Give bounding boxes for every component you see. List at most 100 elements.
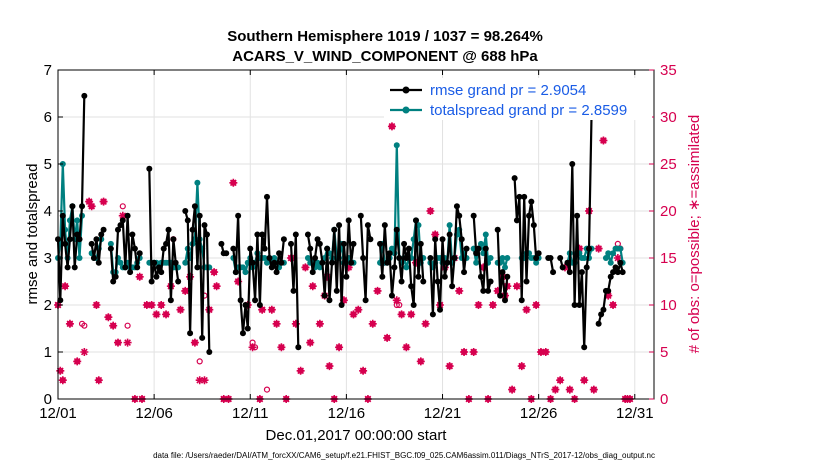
obs-assimilated-marker — [594, 244, 603, 253]
rmse-point — [444, 259, 451, 266]
rmse-point — [386, 250, 393, 257]
rmse-point — [163, 240, 170, 247]
spread-point — [388, 245, 395, 252]
rmse-point — [388, 292, 395, 299]
rmse-point — [569, 161, 576, 167]
obs-assimilated-marker — [508, 385, 517, 394]
rmse-point — [429, 311, 436, 318]
spread-point — [74, 217, 81, 224]
obs-assimilated-marker — [455, 286, 464, 295]
x-tick-label: 12/16 — [328, 405, 366, 422]
spread-point — [316, 264, 323, 271]
x-tick-label: 12/31 — [616, 405, 654, 422]
spread-point — [239, 264, 246, 271]
rmse-point — [559, 264, 566, 271]
rmse-point — [266, 255, 273, 261]
spread-point — [393, 142, 400, 149]
rmse-point — [107, 245, 114, 252]
rmse-point — [64, 264, 71, 271]
rmse-series-line — [289, 233, 300, 348]
rmse-point — [122, 264, 129, 271]
x-tick-label: 12/26 — [520, 405, 558, 422]
rmse-point — [117, 222, 124, 229]
legend-spread-label: totalspread grand pr = 2.8599 — [430, 102, 627, 119]
rmse-point — [605, 287, 612, 294]
rmse-point — [473, 250, 480, 257]
obs-assimilated-marker — [212, 282, 221, 291]
obs-assimilated-marker — [87, 202, 96, 211]
x-axis-label: Dec.01,2017 00:00:00 start — [266, 427, 448, 444]
rmse-point — [98, 231, 105, 238]
obs-possible-marker — [196, 358, 203, 365]
obs-assimilated-marker — [104, 313, 113, 322]
obs-assimilated-marker — [142, 301, 151, 309]
rmse-point — [403, 255, 410, 261]
obs-assimilated-marker — [267, 305, 276, 314]
y-axis-right: 0 5 10 15 20 25 30 35 — [649, 62, 677, 408]
obs-assimilated-marker — [85, 197, 94, 206]
rmse-point — [350, 240, 357, 247]
spread-point — [607, 259, 614, 266]
rmse-point — [480, 287, 487, 294]
obs-assimilated-marker — [359, 366, 368, 375]
spread-point — [271, 255, 278, 261]
obs-assimilated-marker — [383, 333, 392, 342]
rmse-point — [340, 240, 347, 247]
rmse-point — [449, 283, 456, 290]
rmse-point — [571, 302, 578, 308]
rmse-point — [184, 217, 191, 224]
rmse-point — [201, 222, 208, 229]
spread-point — [533, 259, 540, 266]
rmse-point — [153, 273, 160, 280]
rmse-point — [482, 245, 489, 252]
rmse-point — [610, 269, 617, 276]
rmse-point — [384, 259, 391, 266]
y-tick-label: 3 — [44, 250, 52, 267]
rmse-point — [432, 236, 439, 243]
obs-assimilated-marker — [92, 301, 101, 309]
rmse-point — [595, 320, 602, 327]
rmse-point — [333, 287, 340, 294]
obs-assimilated-marker — [512, 282, 521, 291]
spread-point — [263, 259, 270, 266]
rmse-point — [127, 269, 134, 276]
rmse-point — [535, 250, 542, 257]
obs-assimilated-marker — [58, 376, 67, 385]
rmse-point — [295, 344, 302, 351]
rmse-point — [348, 259, 355, 266]
rmse-series-line — [429, 205, 468, 316]
rmse-point — [470, 212, 477, 219]
obs-assimilated-marker — [234, 277, 243, 286]
rmse-point — [254, 231, 261, 238]
rmse-series-line — [306, 219, 355, 307]
rmse-point — [578, 269, 585, 276]
rmse-point — [521, 193, 528, 200]
line-layer — [55, 92, 626, 355]
obs-assimilated-marker — [323, 272, 332, 281]
rmse-point — [547, 255, 554, 261]
rmse-point — [321, 292, 328, 299]
obs-possible-marker — [119, 203, 126, 210]
rmse-point — [218, 240, 225, 247]
rmse-point — [237, 297, 244, 304]
rmse-point — [345, 217, 352, 224]
obs-assimilated-marker — [416, 357, 425, 366]
rmse-point — [357, 212, 364, 219]
rmse-point — [170, 236, 177, 243]
y-right-tick-label: 5 — [660, 344, 668, 361]
rmse-point — [242, 302, 249, 308]
obs-assimilated-marker — [248, 343, 257, 352]
obs-assimilated-marker — [80, 348, 89, 356]
obs-assimilated-marker — [522, 305, 531, 314]
rmse-point — [439, 236, 446, 243]
rmse-point — [516, 193, 523, 200]
obs-assimilated-marker — [109, 321, 118, 330]
y-right-tick-label: 20 — [660, 203, 677, 220]
rmse-point — [360, 255, 367, 261]
obs-assimilated-marker — [431, 230, 440, 239]
rmse-point — [408, 283, 415, 290]
rmse-point — [446, 231, 453, 238]
rmse-point — [276, 250, 283, 257]
rmse-point — [405, 245, 412, 252]
